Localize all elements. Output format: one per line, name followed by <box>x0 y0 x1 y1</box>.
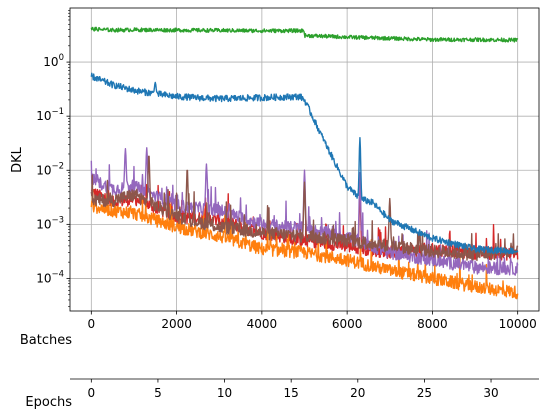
x-axis-epochs-label: Epochs <box>25 395 72 410</box>
y-axis: 10−4 10−3 10−2 10−1 100 <box>36 10 70 308</box>
y-tick-label: 10−2 <box>36 161 64 177</box>
y-tick-label: 100 <box>43 53 64 69</box>
y-tick-label: 10−4 <box>36 269 64 285</box>
series-line-1 <box>90 26 519 43</box>
x-tick-label: 6000 <box>332 317 363 331</box>
y-tick-label: 10−1 <box>36 107 64 123</box>
plot-area <box>90 26 519 300</box>
series-line-5 <box>90 147 519 276</box>
epochs-tick-label: 15 <box>284 386 299 400</box>
x-tick-label: 2000 <box>161 317 192 331</box>
y-tick-label: 10−3 <box>36 215 64 231</box>
x-tick-label: 4000 <box>247 317 278 331</box>
x-tick-label: 10000 <box>499 317 537 331</box>
epochs-tick-label: 25 <box>417 386 432 400</box>
series-line-6 <box>90 155 519 262</box>
plot-frame <box>69 7 540 312</box>
epochs-tick-label: 30 <box>483 386 498 400</box>
x-tick-label: 8000 <box>417 317 448 331</box>
epochs-tick-label: 5 <box>154 386 162 400</box>
x-tick-label: 0 <box>87 317 95 331</box>
x-axis-batches-label: Batches <box>20 333 72 348</box>
series-line-2 <box>90 72 519 255</box>
epochs-tick-label: 0 <box>87 386 95 400</box>
epochs-tick-label: 20 <box>350 386 365 400</box>
x-axis-epochs: 0 5 10 15 20 25 30 <box>70 378 539 400</box>
x-axis-batches: 0 2000 4000 6000 8000 10000 <box>87 311 537 331</box>
y-axis-label: DKL <box>10 146 25 173</box>
epochs-tick-label: 10 <box>217 386 232 400</box>
series-line-4 <box>90 187 519 300</box>
